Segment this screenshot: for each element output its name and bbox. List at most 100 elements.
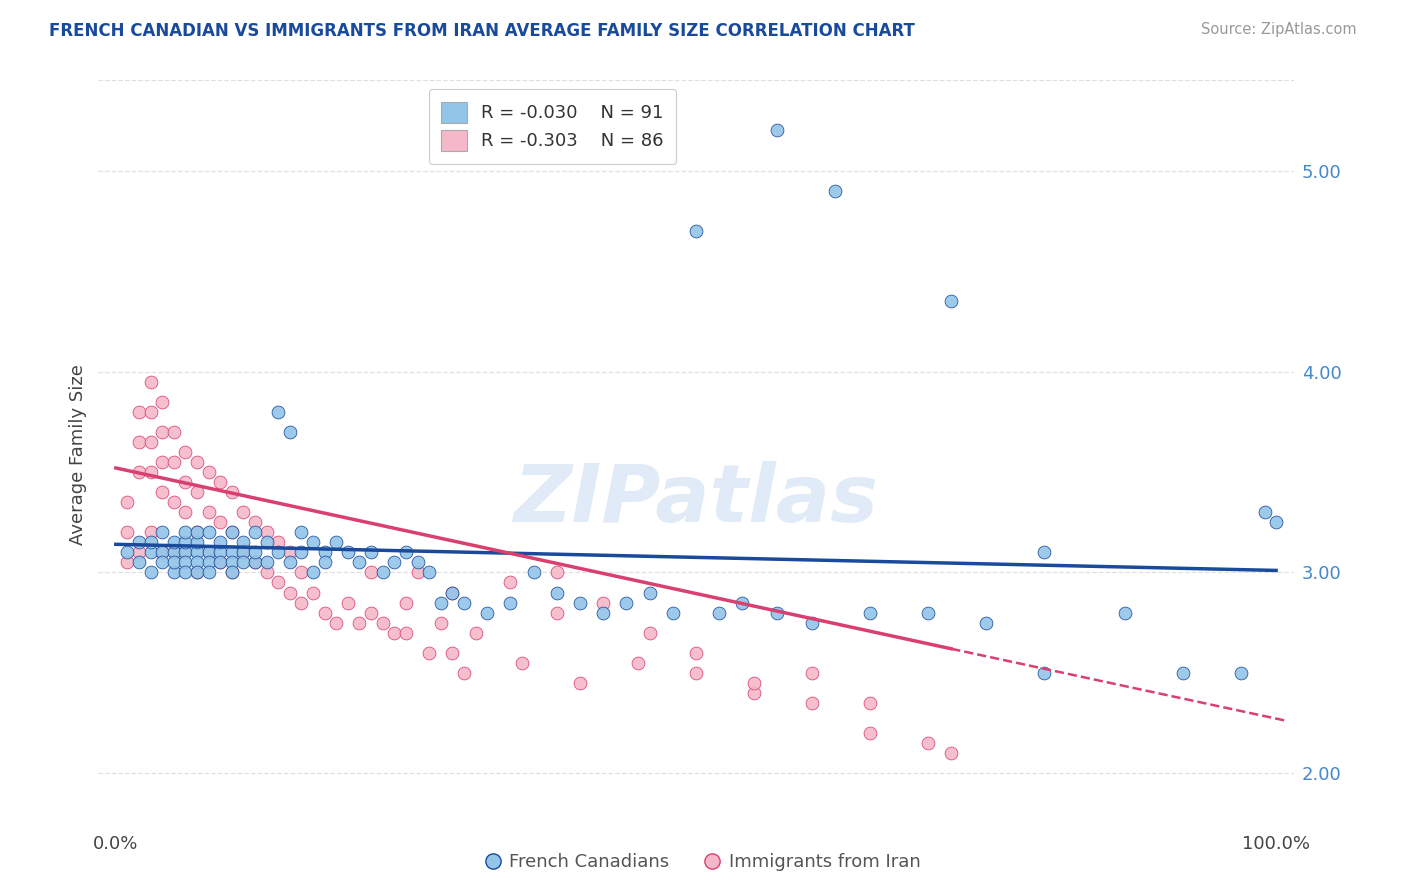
Point bbox=[186, 566, 208, 580]
Point bbox=[163, 566, 186, 580]
Point bbox=[464, 625, 486, 640]
Point bbox=[139, 525, 162, 540]
Point bbox=[638, 625, 661, 640]
Point bbox=[232, 535, 254, 549]
Point bbox=[1265, 515, 1288, 529]
Point bbox=[209, 475, 232, 489]
Point bbox=[150, 545, 173, 559]
Point bbox=[742, 676, 765, 690]
Point bbox=[163, 545, 186, 559]
Point bbox=[197, 525, 219, 540]
Point bbox=[267, 405, 290, 419]
Point bbox=[128, 555, 150, 569]
Point bbox=[221, 545, 243, 559]
Point bbox=[163, 545, 186, 559]
Point bbox=[243, 545, 266, 559]
Point bbox=[742, 686, 765, 700]
Point bbox=[685, 224, 707, 238]
Point bbox=[209, 545, 232, 559]
Text: ZIPatlas: ZIPatlas bbox=[513, 461, 879, 539]
Point bbox=[139, 465, 162, 479]
Point bbox=[174, 566, 197, 580]
Point bbox=[314, 606, 336, 620]
Point bbox=[801, 615, 824, 630]
Point bbox=[128, 535, 150, 549]
Point bbox=[510, 656, 533, 670]
Point bbox=[117, 545, 139, 559]
Point bbox=[546, 585, 568, 599]
Point bbox=[290, 566, 312, 580]
Point bbox=[139, 375, 162, 389]
Point bbox=[163, 555, 186, 569]
Point bbox=[197, 505, 219, 519]
Point bbox=[638, 585, 661, 599]
Point bbox=[128, 465, 150, 479]
Point bbox=[267, 545, 290, 559]
Point bbox=[614, 596, 637, 610]
Point bbox=[278, 555, 301, 569]
Point bbox=[174, 475, 197, 489]
Point bbox=[150, 485, 173, 500]
Point bbox=[267, 575, 290, 590]
Point bbox=[128, 405, 150, 419]
Point bbox=[441, 585, 464, 599]
Point bbox=[174, 545, 197, 559]
Point bbox=[709, 606, 731, 620]
Point bbox=[568, 596, 591, 610]
Point bbox=[302, 566, 325, 580]
Point bbox=[278, 545, 301, 559]
Point bbox=[128, 545, 150, 559]
Point bbox=[186, 555, 208, 569]
Point bbox=[174, 555, 197, 569]
Point bbox=[360, 566, 382, 580]
Point bbox=[163, 455, 186, 469]
Point bbox=[360, 545, 382, 559]
Point bbox=[256, 525, 278, 540]
Point bbox=[441, 585, 464, 599]
Point bbox=[221, 555, 243, 569]
Point bbox=[546, 566, 568, 580]
Point bbox=[592, 596, 614, 610]
Point bbox=[941, 746, 963, 760]
Point bbox=[186, 535, 208, 549]
Point bbox=[174, 545, 197, 559]
Point bbox=[128, 434, 150, 449]
Point bbox=[685, 646, 707, 660]
Point bbox=[186, 525, 208, 540]
Point bbox=[278, 425, 301, 439]
Point bbox=[371, 566, 394, 580]
Point bbox=[256, 566, 278, 580]
Point bbox=[406, 555, 429, 569]
Point bbox=[174, 505, 197, 519]
Point bbox=[117, 495, 139, 509]
Point bbox=[174, 525, 197, 540]
Point bbox=[197, 545, 219, 559]
Point bbox=[186, 485, 208, 500]
Point bbox=[186, 545, 208, 559]
Point bbox=[917, 736, 939, 750]
Point bbox=[941, 294, 963, 309]
Point bbox=[1253, 505, 1275, 519]
Point bbox=[186, 566, 208, 580]
Point bbox=[546, 606, 568, 620]
Point bbox=[406, 566, 429, 580]
Point bbox=[418, 566, 440, 580]
Point bbox=[395, 625, 418, 640]
Point bbox=[197, 566, 219, 580]
Point bbox=[117, 555, 139, 569]
Point bbox=[592, 606, 614, 620]
Y-axis label: Average Family Size: Average Family Size bbox=[69, 365, 87, 545]
Point bbox=[232, 545, 254, 559]
Point bbox=[499, 575, 522, 590]
Point bbox=[186, 455, 208, 469]
Point bbox=[221, 525, 243, 540]
Point bbox=[197, 555, 219, 569]
Legend: French Canadians, Immigrants from Iran: French Canadians, Immigrants from Iran bbox=[478, 847, 928, 879]
Point bbox=[475, 606, 498, 620]
Point bbox=[221, 525, 243, 540]
Point bbox=[824, 184, 846, 198]
Point bbox=[290, 525, 312, 540]
Point bbox=[290, 545, 312, 559]
Point bbox=[627, 656, 650, 670]
Point bbox=[139, 405, 162, 419]
